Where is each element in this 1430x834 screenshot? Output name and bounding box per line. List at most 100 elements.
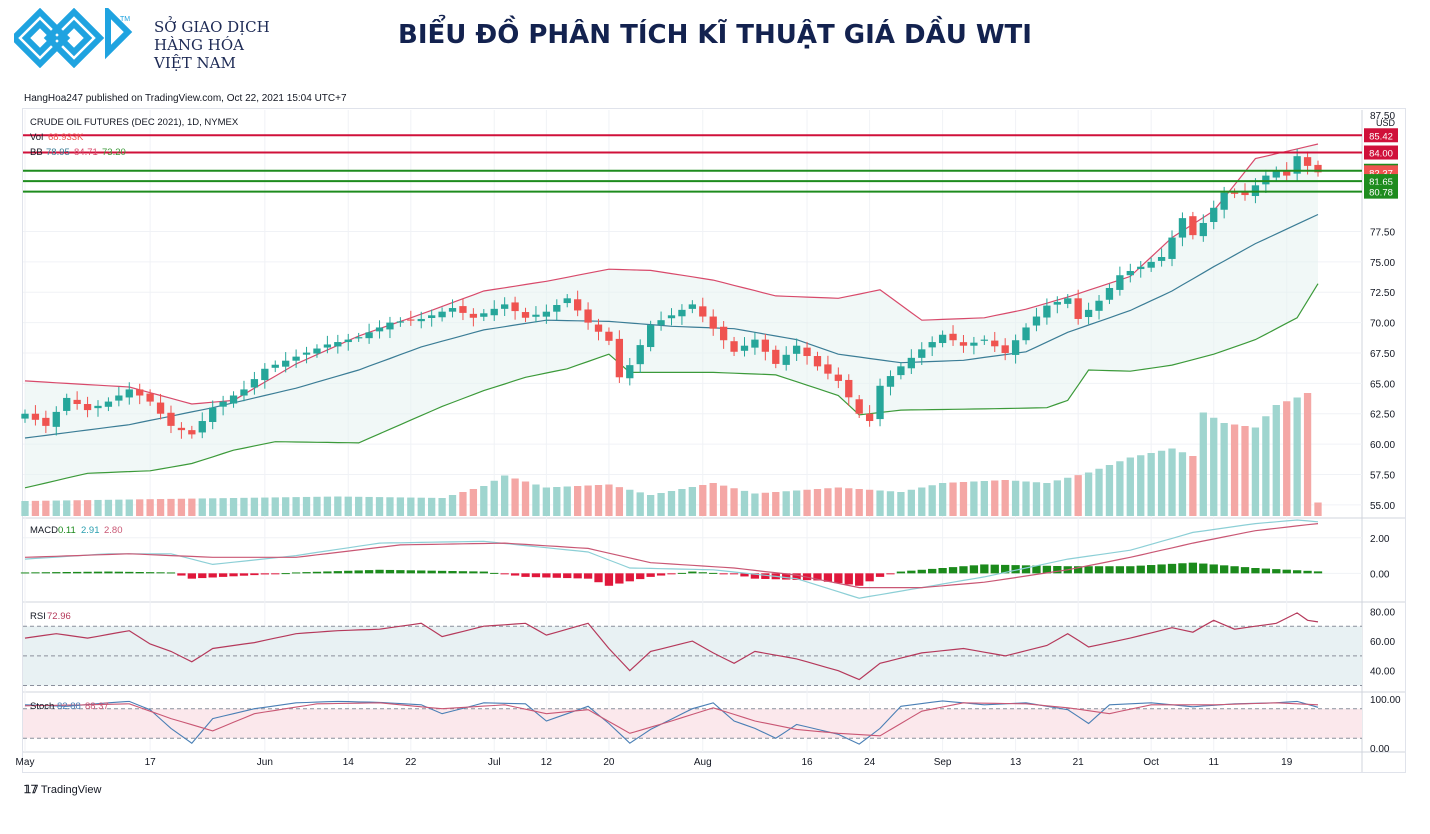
macd-histogram-bar: [479, 571, 488, 574]
time-tick-label: Oct: [1143, 757, 1159, 768]
candle-body: [1303, 157, 1312, 166]
macd-histogram-bar: [792, 573, 801, 580]
volume-bar: [605, 484, 613, 516]
macd-histogram-bar: [218, 573, 228, 577]
macd-histogram-bar: [948, 567, 958, 574]
tradingview-brand: 𝟙𝟟 TradingView: [24, 783, 101, 796]
volume-bar: [615, 487, 624, 516]
macd-histogram-bar: [427, 570, 436, 574]
macd-histogram-bar: [229, 573, 238, 577]
volume-bar: [855, 489, 863, 516]
volume-bar: [115, 499, 123, 516]
volume-bar: [991, 480, 999, 516]
tradingview-label: TradingView: [40, 784, 102, 796]
macd-histogram-bar: [510, 573, 520, 576]
candle-body: [63, 397, 71, 411]
macd-histogram-bar: [1209, 564, 1218, 574]
macd-signal-line: [24, 523, 1319, 589]
macd-histogram-bar: [583, 573, 593, 579]
macd-histogram-bar: [1230, 566, 1239, 574]
macd-histogram-bar: [1292, 570, 1302, 574]
volume-bar: [563, 486, 571, 516]
candle-body: [417, 318, 425, 322]
candle-body: [991, 340, 999, 347]
candle-body: [1293, 156, 1301, 174]
macd-histogram-bar: [844, 573, 853, 585]
candle-body: [636, 345, 644, 365]
candle-body: [396, 321, 405, 323]
rsi-title: RSI: [30, 611, 46, 622]
volume-bar: [375, 497, 384, 516]
candle-body: [521, 312, 530, 318]
macd-histogram-bar: [31, 572, 40, 574]
candle-body: [782, 354, 790, 365]
macd-histogram-bar: [719, 573, 728, 575]
time-tick-label: Jul: [488, 757, 501, 768]
price-tag-label: 80.78: [1369, 188, 1393, 199]
volume-bar: [709, 483, 717, 516]
volume-bar: [313, 496, 321, 516]
stoch-band-fill: [23, 708, 1362, 739]
volume-bar: [761, 492, 769, 516]
macd-histogram-bar: [1147, 565, 1156, 574]
macd-histogram-bar: [865, 573, 874, 582]
volume-bar: [657, 493, 665, 516]
macd-histogram-bar: [198, 573, 207, 579]
time-tick-label: 24: [864, 757, 876, 768]
macd-histogram-bar: [1313, 571, 1323, 574]
macd-histogram-bar: [896, 571, 906, 574]
price-tag-label: 81.65: [1369, 177, 1393, 188]
volume-bar: [824, 488, 832, 516]
bollinger-upper-line: [24, 143, 1319, 405]
macd-histogram-bar: [208, 573, 217, 578]
stoch-k-line: [24, 700, 1319, 745]
macd-histogram-bar: [1303, 570, 1312, 574]
rsi-tick-label: 40.00: [1370, 667, 1395, 678]
logo-diamond-icon: TM: [9, 4, 133, 69]
stoch-legend-value: 88.37: [85, 701, 109, 712]
volume-bar: [146, 499, 154, 516]
candle-body: [302, 352, 311, 355]
trademark: TM: [120, 16, 130, 23]
macd-histogram-bar: [1011, 565, 1020, 574]
chart-frame: [22, 108, 1406, 773]
macd-histogram-bar: [437, 570, 447, 574]
org-line-1: SỞ GIAO DỊCH: [154, 18, 270, 36]
hsx-logo: TM SỞ GIAO DỊCH HÀNG HÓA VIỆT NAM: [9, 4, 270, 72]
candle-body: [438, 311, 446, 318]
stoch-title: Stoch: [30, 701, 54, 712]
macd-histogram-bar: [938, 568, 947, 574]
volume-bar: [772, 492, 780, 516]
volume-bar: [73, 500, 81, 516]
volume-bar: [94, 499, 102, 516]
macd-histogram-bar: [729, 573, 739, 575]
stoch-legend-value: 82.88: [57, 701, 81, 712]
volume-bar: [740, 490, 749, 516]
macd-histogram-bar: [823, 573, 833, 582]
price-tag-green: [1364, 174, 1398, 189]
candle-body: [1157, 257, 1166, 261]
macd-histogram-bar: [834, 573, 843, 584]
volume-bar: [542, 487, 551, 516]
volume-bar: [1084, 472, 1093, 516]
candle-body: [803, 347, 811, 357]
macd-histogram-bar: [93, 571, 103, 574]
volume-bar: [626, 489, 634, 516]
macd-histogram-bar: [1094, 566, 1104, 574]
rsi-tick-label: 60.00: [1370, 637, 1395, 648]
candle-body: [907, 357, 915, 369]
published-note: HangHoa247 published on TradingView.com,…: [24, 93, 347, 104]
volume-bar: [501, 475, 509, 516]
volume-bar: [938, 483, 947, 516]
volume-bar: [209, 498, 217, 516]
macd-histogram-bar: [656, 573, 666, 576]
volume-bar: [1293, 397, 1301, 516]
candle-body: [1168, 237, 1176, 259]
macd-histogram-bar: [333, 571, 342, 574]
volume-bar: [719, 485, 728, 516]
candle-body: [375, 327, 384, 332]
macd-histogram-bar: [323, 571, 332, 574]
volume-bar: [240, 497, 248, 516]
macd-legend-value: 0.11: [58, 525, 76, 536]
candle-body: [876, 385, 884, 420]
